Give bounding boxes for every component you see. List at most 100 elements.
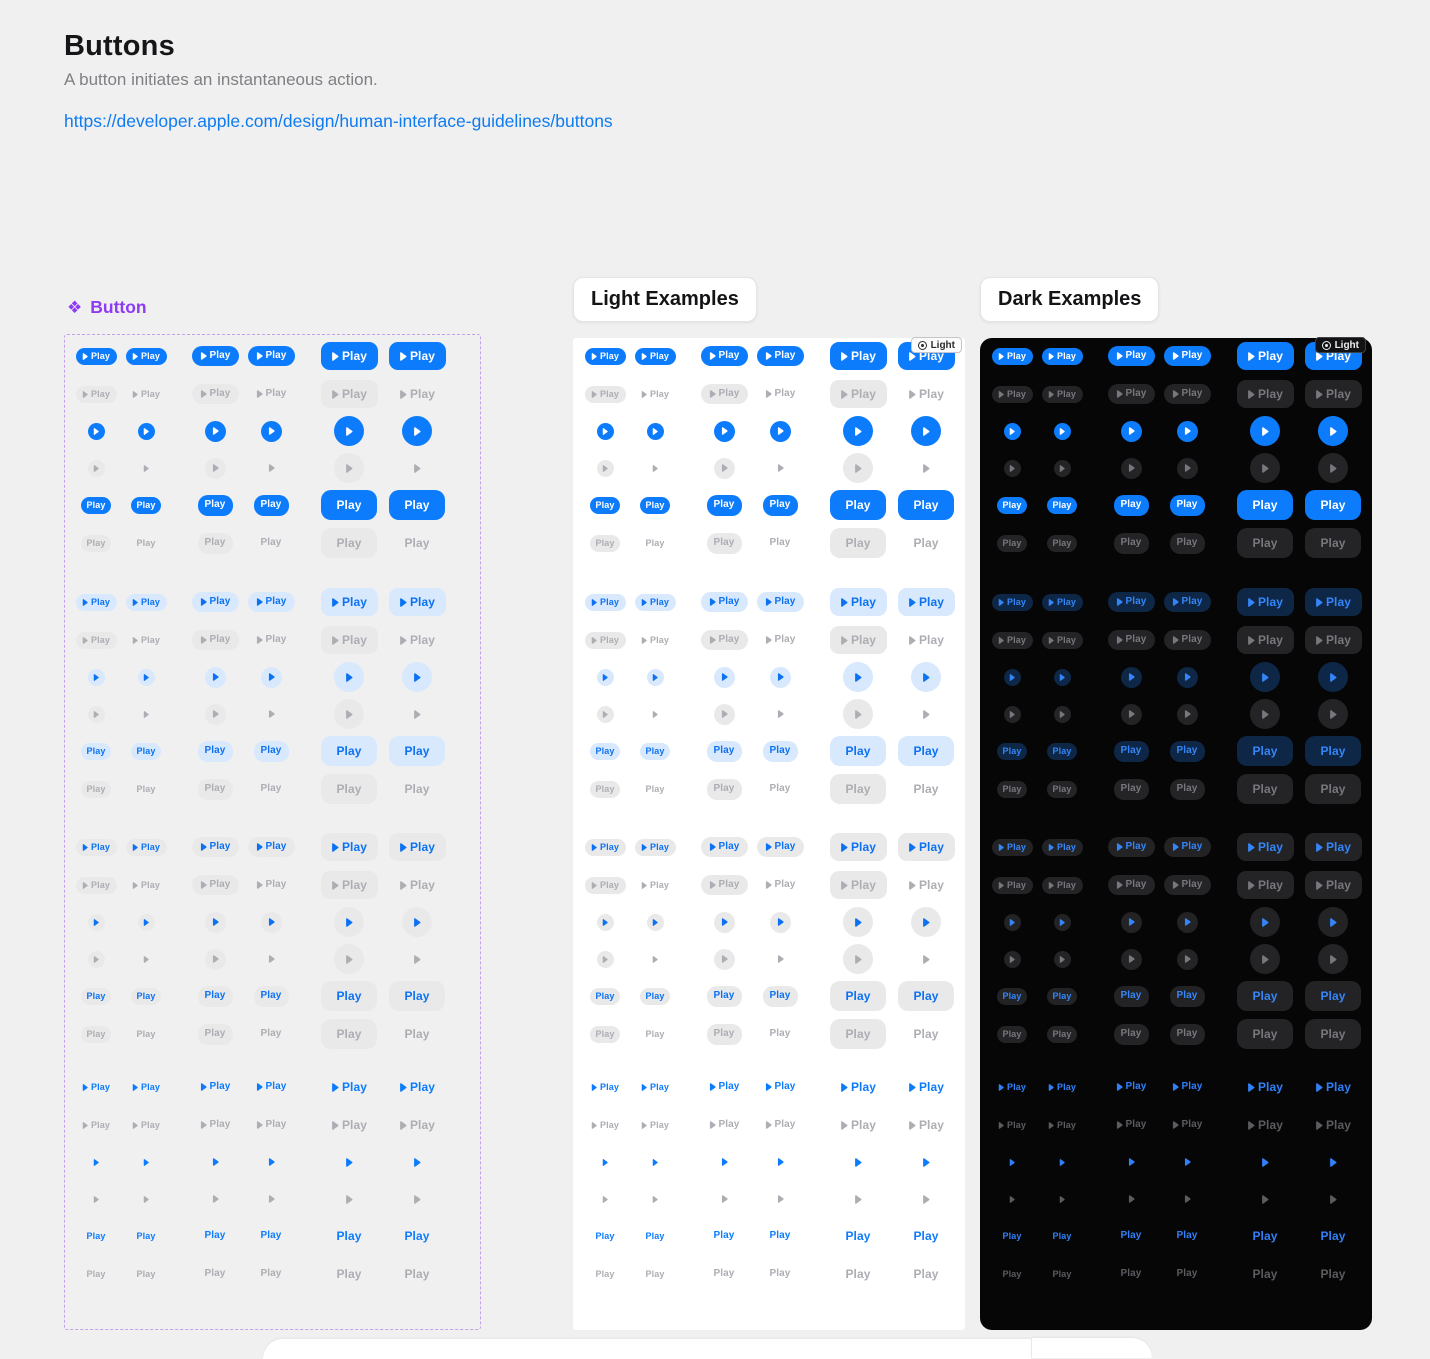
play-button-filled-large-icon-only-disabled[interactable] xyxy=(1318,453,1348,483)
play-button-filled-medium-icon-label-disabled[interactable]: Play xyxy=(248,384,295,404)
play-button-filled-small-label-only-disabled[interactable]: Play xyxy=(81,534,111,552)
play-button-tinted-large-icon-only-disabled[interactable] xyxy=(1250,699,1280,729)
play-button-tinted-small-label-only-disabled[interactable]: Play xyxy=(997,780,1027,798)
play-button-plain-medium-label-only-disabled[interactable]: Play xyxy=(707,1264,742,1285)
play-button-filled-large-icon-only[interactable] xyxy=(1318,416,1348,446)
play-button-plain-small-label-only-disabled[interactable]: Play xyxy=(640,1266,670,1283)
play-button-filled-medium-label-only-disabled[interactable]: Play xyxy=(197,532,233,554)
play-button-gray-medium-label-only-disabled[interactable]: Play xyxy=(1113,1023,1149,1045)
play-button-gray-large-icon-only[interactable] xyxy=(1250,907,1280,937)
play-button-gray-small-label-only[interactable]: Play xyxy=(997,987,1027,1005)
play-button-gray-large-icon-label-disabled[interactable]: Play xyxy=(389,871,446,899)
play-button-plain-large-icon-label[interactable]: Play xyxy=(321,1073,378,1101)
play-button-plain-small-label-only[interactable]: Play xyxy=(1047,1228,1077,1245)
play-button-filled-small-icon-only-disabled[interactable] xyxy=(647,460,664,477)
play-button-gray-medium-icon-only[interactable] xyxy=(1120,911,1142,933)
play-button-gray-medium-icon-only-disabled[interactable] xyxy=(770,949,791,970)
play-button-plain-medium-icon-label-disabled[interactable]: Play xyxy=(248,1115,295,1135)
play-button-tinted-large-label-only-disabled[interactable]: Play xyxy=(1237,774,1293,804)
play-button-plain-small-icon-only[interactable] xyxy=(88,1154,105,1171)
play-button-tinted-small-icon-only-disabled[interactable] xyxy=(1053,705,1071,723)
play-button-filled-medium-icon-only-disabled[interactable] xyxy=(261,458,282,479)
play-button-filled-medium-icon-label[interactable]: Play xyxy=(1107,346,1155,366)
play-button-tinted-medium-icon-only[interactable] xyxy=(204,666,226,688)
play-button-gray-medium-icon-only[interactable] xyxy=(1176,911,1198,933)
play-button-gray-medium-label-only[interactable]: Play xyxy=(762,985,798,1007)
play-button-tinted-medium-icon-label-disabled[interactable]: Play xyxy=(1107,630,1155,650)
play-button-gray-small-label-only[interactable]: Play xyxy=(81,987,111,1005)
play-button-plain-small-icon-label[interactable]: Play xyxy=(76,1079,117,1096)
play-button-tinted-medium-icon-label[interactable]: Play xyxy=(247,592,295,612)
play-button-gray-medium-icon-label-disabled[interactable]: Play xyxy=(700,875,748,895)
play-button-gray-medium-label-only[interactable]: Play xyxy=(706,985,742,1007)
play-button-gray-large-label-only-disabled[interactable]: Play xyxy=(1305,1019,1361,1049)
play-button-gray-small-label-only[interactable]: Play xyxy=(640,987,670,1005)
play-button-plain-large-label-only-disabled[interactable]: Play xyxy=(1305,1259,1361,1289)
play-button-gray-large-label-only[interactable]: Play xyxy=(389,981,445,1011)
play-button-filled-medium-label-only-disabled[interactable]: Play xyxy=(706,532,742,554)
play-button-filled-medium-icon-label[interactable]: Play xyxy=(756,346,804,366)
play-button-filled-small-icon-label[interactable]: Play xyxy=(125,347,167,365)
play-button-filled-large-icon-label-disabled[interactable]: Play xyxy=(829,380,887,408)
play-button-tinted-medium-label-only-disabled[interactable]: Play xyxy=(197,778,233,800)
play-button-gray-small-icon-label[interactable]: Play xyxy=(991,838,1033,856)
play-button-plain-medium-label-only[interactable]: Play xyxy=(1114,1226,1149,1247)
play-button-plain-large-label-only-disabled[interactable]: Play xyxy=(389,1259,445,1289)
play-button-gray-small-icon-only[interactable] xyxy=(87,913,105,931)
play-button-tinted-small-icon-label[interactable]: Play xyxy=(125,593,167,611)
play-button-tinted-medium-icon-only[interactable] xyxy=(769,666,791,688)
play-button-filled-small-label-only-disabled[interactable]: Play xyxy=(590,534,620,552)
play-button-tinted-small-icon-label[interactable]: Play xyxy=(991,593,1033,611)
play-button-filled-medium-label-only-disabled[interactable]: Play xyxy=(1113,532,1149,554)
play-button-plain-large-label-only[interactable]: Play xyxy=(1305,1221,1361,1251)
play-button-gray-small-label-only-disabled[interactable]: Play xyxy=(590,1025,620,1043)
play-button-filled-large-icon-only[interactable] xyxy=(1250,416,1280,446)
play-button-tinted-small-icon-only[interactable] xyxy=(87,668,105,686)
play-button-gray-medium-icon-label[interactable]: Play xyxy=(1163,837,1211,857)
play-button-tinted-large-label-only[interactable]: Play xyxy=(898,736,954,766)
play-button-tinted-medium-icon-label-disabled[interactable]: Play xyxy=(248,630,295,650)
play-button-tinted-small-icon-label-disabled[interactable]: Play xyxy=(991,631,1033,649)
play-button-tinted-large-icon-only-disabled[interactable] xyxy=(1318,699,1348,729)
play-button-gray-medium-icon-label[interactable]: Play xyxy=(247,837,295,857)
play-button-gray-large-icon-label-disabled[interactable]: Play xyxy=(1304,871,1362,899)
play-button-tinted-small-label-only-disabled[interactable]: Play xyxy=(131,781,161,798)
play-button-gray-small-icon-label-disabled[interactable]: Play xyxy=(991,876,1033,894)
play-button-plain-small-icon-only-disabled[interactable] xyxy=(647,1191,664,1208)
play-button-tinted-large-icon-label[interactable]: Play xyxy=(1304,588,1362,616)
play-button-plain-medium-icon-label-disabled[interactable]: Play xyxy=(701,1115,748,1135)
play-button-gray-small-icon-only-disabled[interactable] xyxy=(1053,950,1071,968)
play-button-plain-small-icon-only-disabled[interactable] xyxy=(88,1191,105,1208)
play-button-gray-small-label-only-disabled[interactable]: Play xyxy=(640,1026,670,1043)
hig-link[interactable]: https://developer.apple.com/design/human… xyxy=(64,111,613,131)
play-button-filled-large-icon-label-disabled[interactable]: Play xyxy=(389,380,446,408)
play-button-tinted-medium-icon-only-disabled[interactable] xyxy=(770,704,791,725)
play-button-gray-small-icon-label[interactable]: Play xyxy=(1041,838,1083,856)
play-button-plain-small-icon-label[interactable]: Play xyxy=(992,1079,1033,1096)
dark-mode-badge[interactable]: Light xyxy=(1314,337,1366,353)
play-button-plain-medium-icon-only-disabled[interactable] xyxy=(261,1189,282,1210)
play-button-gray-medium-icon-only-disabled[interactable] xyxy=(1120,948,1142,970)
play-button-plain-large-icon-label[interactable]: Play xyxy=(1305,1073,1362,1101)
play-button-tinted-large-label-only-disabled[interactable]: Play xyxy=(1305,774,1361,804)
play-button-plain-large-icon-only[interactable] xyxy=(843,1147,873,1177)
play-button-plain-small-icon-label-disabled[interactable]: Play xyxy=(76,1117,117,1134)
play-button-filled-large-label-only-disabled[interactable]: Play xyxy=(830,528,886,558)
play-button-gray-large-icon-only[interactable] xyxy=(402,907,432,937)
play-button-gray-small-label-only-disabled[interactable]: Play xyxy=(131,1026,161,1043)
play-button-plain-medium-label-only-disabled[interactable]: Play xyxy=(198,1264,233,1285)
play-button-filled-small-icon-only[interactable] xyxy=(87,422,105,440)
play-button-gray-small-icon-label[interactable]: Play xyxy=(584,838,626,856)
play-button-gray-large-icon-only[interactable] xyxy=(334,907,364,937)
play-button-gray-medium-label-only-disabled[interactable]: Play xyxy=(254,1024,289,1045)
play-button-filled-large-label-only[interactable]: Play xyxy=(1305,490,1361,520)
play-button-tinted-medium-icon-only[interactable] xyxy=(1176,666,1198,688)
play-button-tinted-medium-label-only[interactable]: Play xyxy=(253,740,289,762)
play-button-filled-large-label-only-disabled[interactable]: Play xyxy=(898,528,954,558)
play-button-filled-small-icon-label-disabled[interactable]: Play xyxy=(635,386,676,403)
play-button-tinted-large-icon-label[interactable]: Play xyxy=(1236,588,1294,616)
play-button-filled-small-icon-label[interactable]: Play xyxy=(75,347,117,365)
play-button-plain-small-label-only-disabled[interactable]: Play xyxy=(590,1266,620,1283)
play-button-tinted-medium-icon-only-disabled[interactable] xyxy=(713,703,735,725)
play-button-tinted-medium-icon-label[interactable]: Play xyxy=(191,592,239,612)
